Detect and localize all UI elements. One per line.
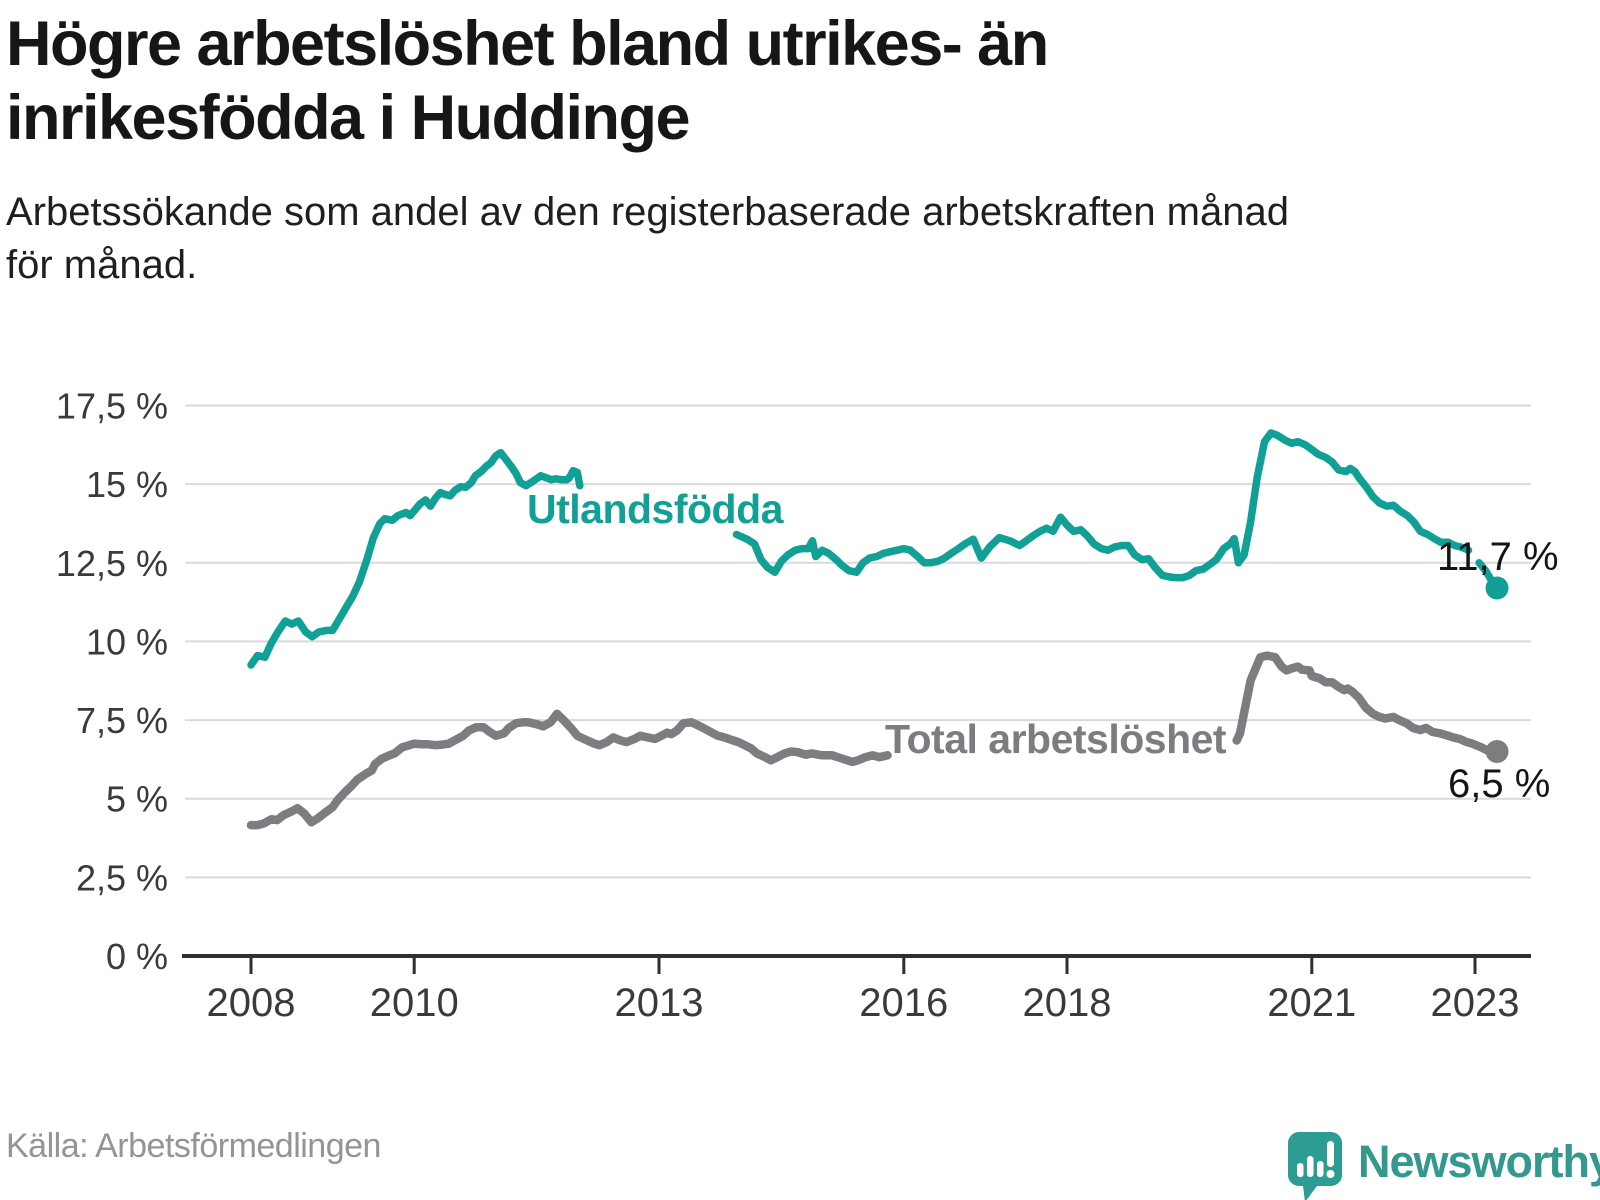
end-value-label-utlandsfodda: 11,7 % — [1437, 535, 1559, 579]
series-line-utlandsfodda — [247, 448, 584, 669]
y-axis-tick-label: 0 % — [106, 936, 168, 977]
series-line-utlandsfodda — [732, 429, 1473, 582]
y-axis-tick-label: 12,5 % — [56, 543, 168, 584]
y-axis-tick-label: 5 % — [106, 779, 168, 820]
y-axis-tick-label: 15 % — [86, 464, 168, 505]
end-value-label-total: 6,5 % — [1448, 762, 1551, 806]
series-end-dot-total — [1485, 740, 1509, 764]
series-line-total — [246, 709, 892, 830]
y-axis-tick-label: 2,5 % — [76, 857, 168, 898]
title-line-1: Högre arbetslöshet bland utrikes- än — [6, 9, 1049, 79]
chart-subtitle: Arbetssökande som andel av den registerb… — [6, 186, 1566, 292]
series-line-utlandsfodda — [1475, 559, 1496, 584]
y-axis-tick-label: 7,5 % — [76, 700, 168, 741]
x-axis-tick-label: 2018 — [1023, 981, 1112, 1025]
series-label-total-arbetsloshet: Total arbetslöshet — [885, 716, 1227, 762]
x-axis-tick-label: 2016 — [859, 981, 948, 1025]
y-axis-tick-label: 17,5 % — [56, 386, 168, 427]
series-label-utlandsfodda: Utlandsfödda — [527, 486, 783, 532]
x-axis-tick-label: 2008 — [207, 981, 296, 1025]
x-axis-tick-label: 2013 — [615, 981, 704, 1025]
source-note: Källa: Arbetsförmedlingen — [6, 1127, 381, 1165]
x-axis-tick-label: 2010 — [370, 981, 459, 1025]
y-axis-tick-label: 10 % — [86, 621, 168, 662]
newsworthy-logo[interactable]: Newsworthy — [1286, 1130, 1600, 1200]
x-axis-tick-label: 2023 — [1431, 981, 1520, 1025]
newsworthy-chart-bubble-icon — [1286, 1130, 1344, 1200]
x-axis-tick-label: 2021 — [1267, 981, 1356, 1025]
newsworthy-wordmark: Newsworthy — [1358, 1136, 1600, 1187]
series-line-total — [1232, 651, 1498, 756]
series-end-dot-utlandsfodda — [1485, 576, 1509, 600]
subtitle-line-1: Arbetssökande som andel av den registerb… — [6, 190, 1289, 234]
title-line-2: inrikesfödda i Huddinge — [6, 82, 691, 153]
page-title: Högre arbetslöshet bland utrikes- än inr… — [6, 8, 1566, 155]
subtitle-line-2: för månad. — [6, 243, 198, 288]
